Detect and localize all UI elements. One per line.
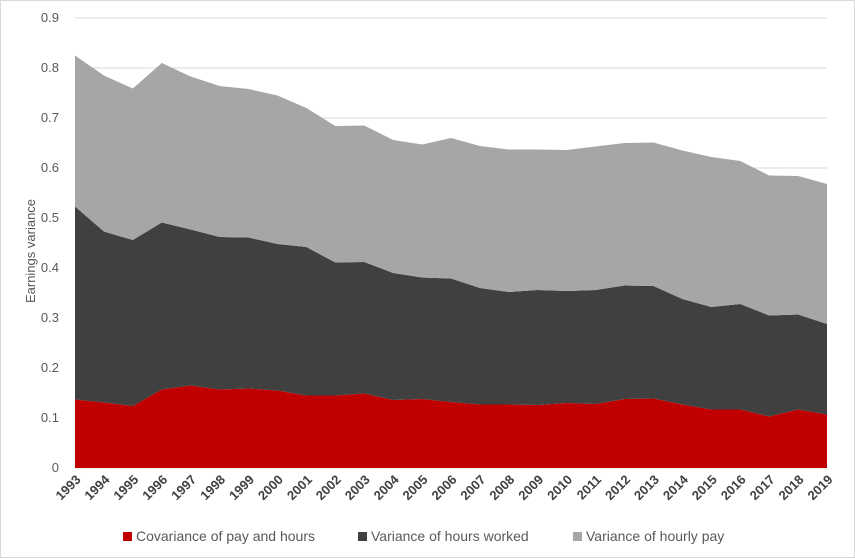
x-tick-label: 2006 <box>428 472 459 503</box>
legend-label: Covariance of pay and hours <box>136 528 315 544</box>
y-tick-label: 0 <box>52 460 59 475</box>
legend: Covariance of pay and hours Variance of h… <box>123 528 724 544</box>
x-tick-label: 2016 <box>718 472 749 503</box>
area-variance-of-hours-worked <box>75 206 827 417</box>
legend-label: Variance of hours worked <box>371 528 529 544</box>
x-tick-label: 2010 <box>544 472 575 503</box>
x-tick-label: 2011 <box>574 472 605 503</box>
y-tick-label: 0.7 <box>41 110 59 125</box>
y-tick-label: 0.1 <box>41 410 59 425</box>
x-tick-label: 2007 <box>457 472 488 503</box>
legend-swatch <box>123 532 132 541</box>
x-tick-label: 1998 <box>197 472 228 503</box>
x-tick-label: 1999 <box>226 472 257 503</box>
x-tick-label: 1995 <box>110 472 141 503</box>
x-tick-label: 2017 <box>747 472 778 503</box>
legend-swatch <box>358 532 367 541</box>
x-tick-label: 2013 <box>631 472 662 503</box>
legend-swatch <box>573 532 582 541</box>
legend-item: Covariance of pay and hours <box>123 528 315 544</box>
area-covariance-of-pay-and-hours <box>75 385 827 468</box>
x-tick-label: 2004 <box>371 471 403 503</box>
x-tick-label: 2018 <box>776 472 807 503</box>
x-tick-label: 2019 <box>804 472 835 503</box>
area-series <box>75 55 827 468</box>
y-tick-label: 0.5 <box>41 210 59 225</box>
x-tick-label: 2003 <box>342 472 373 503</box>
x-tick-label: 2015 <box>689 472 720 503</box>
x-axis-ticks: 1993199419951996199719981999200020012002… <box>52 471 835 503</box>
x-tick-label: 1996 <box>139 472 170 503</box>
area-variance-of-hourly-pay <box>75 55 827 324</box>
y-tick-label: 0.8 <box>41 60 59 75</box>
y-tick-label: 0.2 <box>41 360 59 375</box>
x-tick-label: 2012 <box>602 472 633 503</box>
y-axis-ticks: 0 0.1 0.2 0.3 0.4 0.5 0.6 0.7 0.8 0.9 <box>41 10 59 475</box>
x-tick-label: 2009 <box>515 472 546 503</box>
legend-item: Variance of hourly pay <box>573 528 724 544</box>
y-tick-label: 0.3 <box>41 310 59 325</box>
x-tick-label: 2001 <box>284 472 315 503</box>
legend-label: Variance of hourly pay <box>586 528 724 544</box>
y-tick-label: 0.6 <box>41 160 59 175</box>
x-tick-label: 2005 <box>400 472 431 503</box>
x-tick-label: 2000 <box>255 472 286 503</box>
y-tick-label: 0.9 <box>41 10 59 25</box>
x-tick-label: 2008 <box>486 472 517 503</box>
x-tick-label: 1993 <box>52 472 83 503</box>
y-axis-title: Earnings variance <box>23 199 38 303</box>
legend-item: Variance of hours worked <box>358 528 529 544</box>
x-tick-label: 1997 <box>168 472 199 503</box>
x-tick-label: 2002 <box>313 472 344 503</box>
x-tick-label: 2014 <box>660 471 692 503</box>
y-tick-label: 0.4 <box>41 260 59 275</box>
x-tick-label: 1994 <box>81 471 113 503</box>
